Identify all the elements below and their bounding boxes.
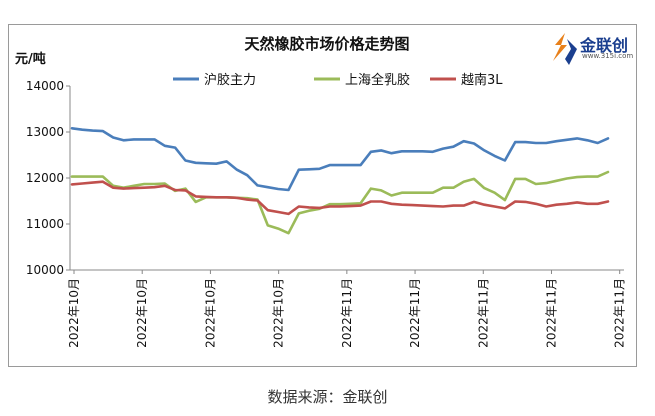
x-tick-label: 2022年10月: [67, 278, 81, 348]
x-tick-label: 2022年10月: [203, 278, 217, 348]
logo-icon: [553, 33, 577, 65]
plot-area: 10000 11000 12000 13000 14000 2022年10月 2022年10…: [26, 79, 627, 348]
series-line-3: [70, 180, 610, 216]
series-line-2: [70, 170, 610, 235]
series-line-1: [70, 127, 610, 192]
y-tick-label: 14000: [26, 79, 64, 93]
source-caption: 数据来源：金联创: [267, 388, 388, 406]
logo-url: www.315i.com: [582, 52, 634, 60]
chart-frame: 天然橡胶市场价格走势图 元/吨 沪胶主力 上海全乳胶 越南3L 10000 11000…: [8, 24, 637, 367]
legend-label: 上海全乳胶: [345, 72, 410, 88]
y-tick-label: 10000: [26, 263, 64, 277]
y-tick-label: 13000: [26, 125, 64, 139]
y-tick-label: 12000: [26, 171, 64, 185]
logo: [551, 31, 631, 67]
chart: 天然橡胶市场价格走势图 元/吨 沪胶主力 上海全乳胶 越南3L 10000 11000…: [15, 35, 627, 348]
legend-label: 越南3L: [461, 72, 503, 88]
chart-title: 天然橡胶市场价格走势图: [244, 35, 409, 53]
y-tick-label: 11000: [26, 217, 64, 231]
x-tick-label: 2022年10月: [135, 278, 149, 348]
legend-label: 沪胶主力: [204, 72, 256, 88]
legend: 沪胶主力 上海全乳胶 越南3L: [173, 72, 503, 88]
x-tick-label: 2022年11月: [476, 278, 490, 348]
x-tick-label: 2022年11月: [408, 278, 422, 348]
logo-name: 金联创: [580, 36, 629, 55]
y-axis-label: 元/吨: [15, 51, 46, 67]
x-tick-label: 2022年11月: [340, 278, 354, 348]
x-tick-label: 2022年10月: [272, 278, 286, 348]
x-tick-label: 2022年11月: [613, 278, 627, 348]
x-tick-label: 2022年11月: [544, 278, 558, 348]
